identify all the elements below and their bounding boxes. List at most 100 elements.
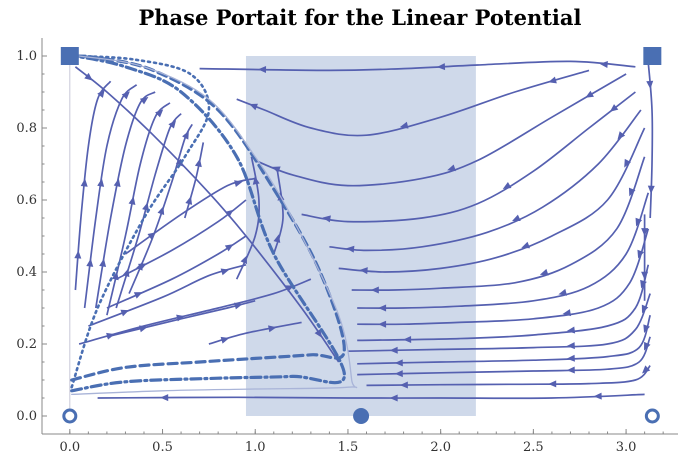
stream-arrow <box>539 268 549 276</box>
stream-arrow <box>120 309 130 317</box>
stream-arrow <box>249 103 258 111</box>
special-curve-dotted <box>70 54 211 389</box>
y-tick-label: 0.6 <box>16 193 37 208</box>
x-tick-label: 1.0 <box>245 440 266 455</box>
stream-arrow <box>155 109 164 118</box>
special-curve-solid-light <box>71 55 358 396</box>
stream-arrow <box>617 131 626 140</box>
stream-arrow <box>389 346 398 354</box>
stream-arrow <box>521 241 531 249</box>
stream-arrow <box>157 206 165 216</box>
stream-line <box>357 336 651 376</box>
stream-arrow <box>175 158 184 167</box>
stream-arrow <box>548 76 557 84</box>
stream-arrow <box>322 215 331 223</box>
stream-arrow <box>234 302 243 310</box>
fixed-point-open-circle <box>644 408 660 424</box>
y-tick-label: 0.2 <box>16 337 37 352</box>
special-curve-dash-dot <box>70 54 346 393</box>
stream-arrow <box>273 234 281 243</box>
stream-line <box>357 228 650 326</box>
stream-arrow <box>111 271 119 281</box>
stream-arrow <box>99 258 107 267</box>
stream-arrow <box>641 228 649 237</box>
stream-arrow <box>394 359 403 367</box>
stream-arrow <box>113 178 121 187</box>
stream-line <box>351 156 646 291</box>
stream-line <box>106 299 256 338</box>
stream-arrow <box>646 80 654 89</box>
stream-arrow <box>224 209 234 218</box>
stream-arrow <box>502 181 512 190</box>
stream-line <box>338 127 646 273</box>
stream-arrow <box>142 202 149 211</box>
stream-arrow <box>234 180 243 188</box>
stream-line <box>74 66 340 363</box>
stream-arrow <box>394 370 403 378</box>
stream-arrow <box>378 320 387 328</box>
stream-arrow <box>128 196 136 205</box>
x-tick-label: 2.0 <box>430 440 451 455</box>
stream-arrow <box>359 267 368 275</box>
stream-arrow <box>220 336 230 344</box>
stream-line <box>236 69 590 137</box>
stream-line <box>254 73 627 187</box>
stream-line <box>357 314 652 365</box>
stream-line <box>183 142 205 219</box>
x-tick-label: 0.5 <box>152 440 173 455</box>
x-tick-label: 3.0 <box>616 440 637 455</box>
stream-arrow <box>224 244 234 252</box>
stream-arrow <box>641 304 649 314</box>
stream-arrow <box>84 72 93 81</box>
stream-arrow <box>624 158 632 168</box>
stream-arrow <box>139 96 149 105</box>
fixed-point-square <box>643 47 662 65</box>
stream-arrow <box>609 104 619 112</box>
y-tick-label: 0.8 <box>16 121 37 136</box>
stream-arrow <box>644 341 651 351</box>
stream-arrow <box>182 130 189 140</box>
stream-arrow <box>252 176 260 185</box>
stream-arrow <box>268 325 277 333</box>
stream-arrow <box>136 261 143 271</box>
stream-arrow <box>97 178 105 187</box>
stream-arrow <box>370 286 379 294</box>
stream-arrow <box>562 309 572 317</box>
stream-arrow <box>642 365 651 374</box>
fixed-point-open-circle <box>62 408 78 424</box>
stream-lines <box>74 60 655 402</box>
stream-arrow <box>74 250 82 259</box>
stream-arrow <box>220 268 230 276</box>
stream-arrow <box>389 394 398 402</box>
stream-line <box>115 113 182 309</box>
stream-line <box>88 263 247 327</box>
stream-arrow <box>121 91 130 100</box>
stream-arrow <box>566 354 575 362</box>
stream-arrow <box>643 324 650 334</box>
stream-arrow <box>97 89 105 98</box>
stream-arrow <box>512 214 521 222</box>
fixed-point-filled-circle <box>353 408 370 424</box>
stream-arrow <box>566 326 576 334</box>
stream-line <box>78 278 312 345</box>
stream-arrow <box>194 158 202 168</box>
stream-arrow <box>240 255 247 265</box>
stream-arrow <box>599 61 608 68</box>
stream-arrow <box>314 329 322 338</box>
stream-arrow <box>641 271 649 280</box>
stream-arrow <box>346 245 355 253</box>
stream-arrow <box>647 185 655 194</box>
stream-arrow <box>635 217 643 227</box>
stream-line <box>347 293 651 353</box>
fixed-point-square <box>60 47 79 65</box>
stream-line <box>366 364 651 387</box>
stream-arrow <box>139 325 148 333</box>
stream-line <box>74 80 112 291</box>
stream-line <box>97 393 645 400</box>
stream-arrow <box>436 63 446 71</box>
stream-arrow <box>403 335 412 343</box>
stream-line <box>106 235 247 309</box>
fixed-points <box>60 47 662 424</box>
x-tick-label: 1.5 <box>338 440 359 455</box>
